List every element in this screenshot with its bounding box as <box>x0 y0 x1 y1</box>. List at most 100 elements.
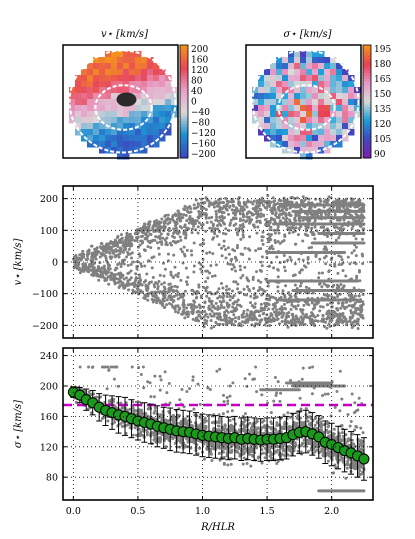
map-pixel <box>306 93 313 100</box>
velocity-point <box>134 272 138 276</box>
map-pixel <box>165 129 172 136</box>
map-pixel <box>312 51 319 58</box>
map-pixel <box>93 75 100 82</box>
map-pixel <box>117 123 124 130</box>
map-pixel <box>147 63 154 70</box>
map-pixel <box>300 105 307 112</box>
velocity-point <box>183 208 187 212</box>
dispersion-point <box>300 423 304 427</box>
velocity-point <box>129 276 133 280</box>
velocity-point <box>218 306 222 310</box>
velocity-point <box>249 301 253 305</box>
map-pixel <box>324 81 331 88</box>
velocity-point <box>139 262 143 266</box>
map-pixel <box>330 123 337 130</box>
velocity-point <box>217 198 221 202</box>
velocity-point <box>79 258 83 262</box>
dispersion-point <box>100 416 104 420</box>
velocity-point <box>295 201 299 205</box>
velocity-point <box>95 274 99 278</box>
velocity-point <box>266 238 270 242</box>
velocity-point <box>129 236 133 240</box>
velocity-point <box>281 216 285 220</box>
velocity-point <box>312 314 316 318</box>
velocity-point <box>310 311 314 315</box>
dispersion-point <box>121 406 125 410</box>
velocity-point <box>118 239 122 243</box>
velocity-point <box>268 228 272 232</box>
map-pixel <box>300 147 307 154</box>
velocity-point <box>115 236 119 240</box>
velocity-point <box>288 228 292 232</box>
map-pixel <box>276 141 283 148</box>
inner-ellipse-contour <box>94 84 153 131</box>
map-pixel <box>141 87 148 94</box>
map-pixel <box>276 93 283 100</box>
velocity-point <box>261 213 265 217</box>
dispersion-point <box>308 366 312 370</box>
velocity-point <box>357 294 361 298</box>
velocity-point <box>199 295 203 299</box>
map-pixel <box>318 135 325 142</box>
velocity-point <box>231 248 235 252</box>
velocity-point <box>131 288 135 292</box>
map-pixel <box>264 135 271 142</box>
velocity-point <box>243 246 247 250</box>
velocity-point <box>270 314 274 318</box>
velocity-point <box>301 195 305 199</box>
dispersion-point <box>222 393 226 397</box>
velocity-point <box>257 322 261 326</box>
velocity-point <box>186 310 190 314</box>
velocity-point <box>117 280 121 284</box>
velocity-point <box>172 305 176 309</box>
dispersion-point <box>335 389 339 393</box>
map-pixel <box>165 93 172 100</box>
map-pixel <box>306 81 313 88</box>
dispersion-point <box>256 426 260 430</box>
colorbar-tick-label: 120 <box>191 66 208 76</box>
dispersion-point <box>323 392 327 396</box>
velocity-point <box>197 221 201 225</box>
velocity-point <box>326 303 330 307</box>
map-pixel <box>324 57 331 64</box>
velocity-point <box>227 229 231 233</box>
velocity-point <box>355 213 359 217</box>
dispersion-point <box>87 365 91 369</box>
map-pixel <box>306 135 313 142</box>
velocity-point <box>183 225 187 229</box>
velocity-point <box>220 282 224 286</box>
colorbar-tick-label: 80 <box>191 77 203 87</box>
velocity-point <box>236 282 240 286</box>
velocity-point <box>271 196 275 200</box>
velocity-point <box>228 316 232 320</box>
map-pixel <box>153 111 160 118</box>
map-pixel <box>324 129 331 136</box>
map-pixel <box>123 135 130 142</box>
velocity-point <box>205 294 209 298</box>
velocity-point <box>327 316 331 320</box>
velocity-point <box>335 320 339 324</box>
dispersion-point <box>272 399 276 403</box>
velocity-point <box>204 289 208 293</box>
velocity-point <box>342 227 346 231</box>
velocity-point <box>204 229 208 233</box>
velocity-point <box>354 254 358 258</box>
velocity-point <box>225 291 229 295</box>
dispersion-point <box>300 377 304 381</box>
velocity-point <box>294 314 298 318</box>
map-pixel <box>87 123 94 130</box>
velocity-point <box>326 310 330 314</box>
velocity-point <box>206 198 210 202</box>
velocity-point <box>119 246 123 250</box>
velocity-point <box>212 230 216 234</box>
velocity-point <box>78 271 82 275</box>
map-pixel <box>159 81 166 88</box>
velocity-point <box>325 317 329 321</box>
velocity-point <box>283 269 287 273</box>
velocity-point <box>273 202 277 206</box>
velocity-point <box>257 204 261 208</box>
velocity-point <box>259 247 263 251</box>
map-pixel <box>105 63 112 70</box>
velocity-point <box>167 226 171 230</box>
map-pixel <box>153 99 160 106</box>
